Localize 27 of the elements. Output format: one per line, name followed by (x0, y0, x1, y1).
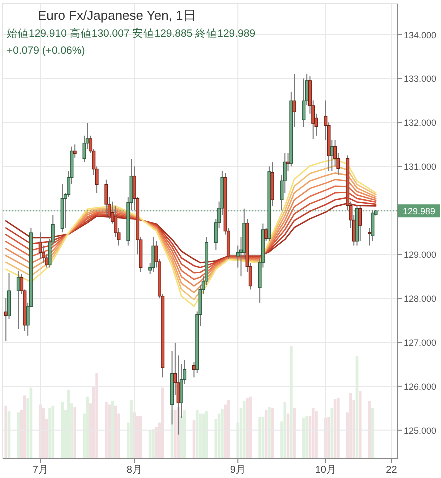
y-tick-label: 133.000 (404, 74, 437, 84)
candlestick (286, 152, 290, 172)
chart-title: Euro Fx/Japanese Yen, 1日 (38, 8, 196, 23)
y-tick-label: 131.000 (404, 162, 437, 172)
annotation: +0.079 (+0.06%) (7, 45, 86, 57)
x-tick-label: 22 (386, 465, 398, 476)
candlestick (73, 144, 77, 158)
x-tick-label: 8月 (126, 465, 142, 476)
candlestick (38, 232, 42, 260)
annotation: 始値129.910 高値130.007 安値129.885 終値129.989 (7, 27, 256, 40)
candlestick (292, 74, 296, 128)
candlestick (368, 228, 372, 246)
candlestick (152, 236, 156, 273)
ref-line-label: 129.989 (403, 206, 436, 217)
x-tick-label: 10月 (315, 465, 336, 476)
y-tick-label: 126.000 (404, 382, 437, 392)
y-tick-label: 127.000 (404, 338, 437, 348)
y-tick-label: 132.000 (404, 118, 437, 128)
candlestick (371, 210, 375, 242)
candlestick (302, 78, 306, 128)
y-tick-label: 128.000 (404, 294, 437, 304)
x-tick-label: 9月 (230, 465, 246, 476)
y-tick-label: 125.000 (404, 426, 437, 436)
candlestick (358, 206, 362, 242)
y-tick-label: 134.000 (404, 30, 437, 40)
x-tick-label: 7月 (32, 465, 48, 476)
y-tick-label: 129.000 (404, 250, 437, 260)
